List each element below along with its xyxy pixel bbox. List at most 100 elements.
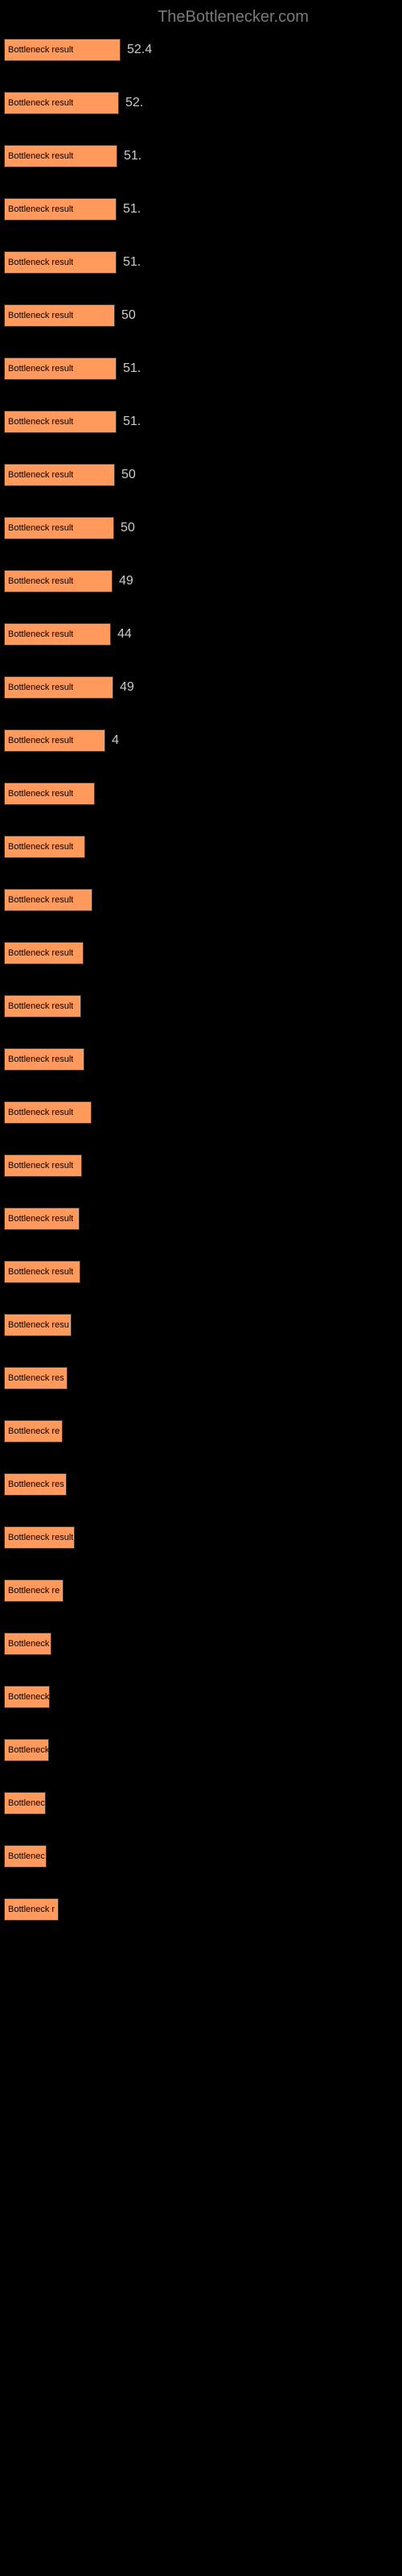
bar[interactable]: Bottlenec [4, 1845, 47, 1868]
bar-inner-label: Bottleneck result [8, 1001, 73, 1011]
bar-inner-label: Bottleneck re [8, 1426, 59, 1436]
bar-inner-label: Bottleneck result [8, 1055, 73, 1064]
bar[interactable]: Bottleneck result [4, 198, 117, 221]
bar-row: Bottleneck result [4, 1048, 402, 1071]
bar-group: Bottleneck result [4, 1526, 402, 1549]
bar-inner-label: Bottleneck result [8, 948, 73, 958]
bar-group: Bottleneck result52.4 [4, 39, 402, 61]
bar-group: Bottleneck resu [4, 1314, 402, 1336]
bar-group: Bottleneck result [4, 1261, 402, 1283]
bar-group: Bottleneck result51. [4, 357, 402, 380]
bar-group: Bottleneck result50 [4, 464, 402, 486]
bar-inner-label: Bottleneck result [8, 1533, 73, 1542]
bar[interactable]: Bottleneck result [4, 357, 117, 380]
bar[interactable]: Bottleneck result [4, 1208, 80, 1230]
bar-row: Bottleneck result52.4 [4, 39, 402, 61]
bar[interactable]: Bottleneck result [4, 304, 115, 327]
bar[interactable]: Bottleneck result [4, 92, 119, 114]
bar-group: Bottleneck result [4, 782, 402, 805]
bar[interactable]: Bottleneck result [4, 995, 81, 1018]
bar[interactable]: Bottleneck result [4, 411, 117, 433]
bar[interactable]: Bottleneck res [4, 1367, 68, 1389]
bar-group: Bottleneck result49 [4, 676, 402, 699]
bar[interactable]: Bottleneck result [4, 1048, 84, 1071]
bar-inner-label: Bottleneck result [8, 311, 73, 320]
bar-inner-label: Bottleneck res [8, 1480, 64, 1489]
bar-inner-label: Bottleneck result [8, 45, 73, 55]
bar-row: Bottleneck re [4, 1579, 402, 1602]
bar-group: Bottleneck result [4, 942, 402, 964]
bar-inner-label: Bottleneck [8, 1639, 49, 1649]
bar-group: Bottleneck r [4, 1898, 402, 1921]
bar-row: Bottleneck re [4, 1420, 402, 1443]
bar[interactable]: Bottleneck result [4, 251, 117, 274]
bar[interactable]: Bottleneck result [4, 464, 115, 486]
bar-row: Bottleneck result [4, 1261, 402, 1283]
bar-group: Bottleneck result [4, 889, 402, 911]
bar[interactable]: Bottleneck res [4, 1473, 67, 1496]
bar-row: Bottleneck [4, 1686, 402, 1708]
bar[interactable]: Bottleneck result [4, 1261, 80, 1283]
bar-group: Bottleneck result 50 [4, 517, 402, 539]
bar-inner-label: Bottleneck r [8, 1905, 55, 1914]
bar-inner-label: Bottleneck result [8, 258, 73, 267]
bar[interactable]: Bottleneck result [4, 1101, 92, 1124]
bar-row: Bottleneck result50 [4, 464, 402, 486]
bar-inner-label: Bottleneck result [8, 523, 73, 533]
bar-inner-label: Bottleneck result [8, 1161, 73, 1170]
bottleneck-bar-chart: Bottleneck result52.4 Bottleneck result52… [0, 39, 402, 1921]
bar[interactable]: Bottleneck result [4, 1154, 82, 1177]
bar[interactable]: Bottleneck result [4, 623, 111, 646]
bar-inner-label: Bottleneck result [8, 364, 73, 374]
bar-value-label: 50 [121, 521, 135, 535]
bar[interactable]: Bottleneck result [4, 517, 114, 539]
bar[interactable]: Bottleneck result [4, 729, 105, 752]
bar-value-label: 51. [123, 255, 141, 270]
bar[interactable]: Bottleneck result [4, 676, 113, 699]
bar-row: Bottleneck result [4, 889, 402, 911]
bar[interactable]: Bottleneck re [4, 1579, 64, 1602]
bar-row: Bottleneck result 51. [4, 251, 402, 274]
bar-row: Bottleneck result [4, 782, 402, 805]
bar-group: Bottleneck [4, 1686, 402, 1708]
bar-group: Bottleneck result [4, 1101, 402, 1124]
bar[interactable]: Bottleneck [4, 1686, 50, 1708]
bar[interactable]: Bottleneck result [4, 145, 117, 167]
bar-inner-label: Bottleneck result [8, 842, 73, 852]
bar[interactable]: Bottleneck result [4, 836, 85, 858]
bar[interactable]: Bottleneck [4, 1739, 49, 1761]
bar-inner-label: Bottleneck result [8, 789, 73, 799]
bar-inner-label: Bottleneck result [8, 576, 73, 586]
bar-group: Bottleneck res [4, 1473, 402, 1496]
bar[interactable]: Bottleneck result [4, 39, 121, 61]
bar[interactable]: Bottleneck result [4, 942, 84, 964]
bar[interactable]: Bottlenec [4, 1792, 46, 1814]
bar[interactable]: Bottleneck re [4, 1420, 63, 1443]
bar-row: Bottleneck result51. [4, 411, 402, 433]
bar-group: Bottleneck result49 [4, 570, 402, 592]
bar-row: Bottleneck result49 [4, 676, 402, 699]
bar-inner-label: Bottlenec [8, 1798, 45, 1808]
bar[interactable]: Bottleneck result [4, 570, 113, 592]
bar[interactable]: Bottleneck result [4, 1526, 75, 1549]
bar-group: Bottleneck result50 [4, 304, 402, 327]
bar[interactable]: Bottleneck result [4, 782, 95, 805]
bar[interactable]: Bottleneck [4, 1633, 51, 1655]
site-header: TheBottlenecker.com [64, 8, 402, 27]
bar-row: Bottleneck result51. [4, 198, 402, 221]
bar-row: Bottleneck [4, 1739, 402, 1761]
bar[interactable]: Bottleneck result [4, 889, 92, 911]
bar-inner-label: Bottleneck [8, 1692, 49, 1702]
bar-group: Bottleneck result [4, 836, 402, 858]
bar[interactable]: Bottleneck resu [4, 1314, 72, 1336]
bar-row: Bottleneck r [4, 1898, 402, 1921]
bar-row: Bottleneck result [4, 836, 402, 858]
bar-row: Bottleneck result [4, 1154, 402, 1177]
bar-group: Bottleneck result52. [4, 92, 402, 114]
bar-inner-label: Bottleneck resu [8, 1320, 69, 1330]
bar-group: Bottleneck res [4, 1367, 402, 1389]
bar[interactable]: Bottleneck r [4, 1898, 59, 1921]
bar-group: Bottleneck result44 [4, 623, 402, 646]
bar-inner-label: Bottleneck result [8, 736, 73, 745]
bar-group: Bottleneck result [4, 1208, 402, 1230]
